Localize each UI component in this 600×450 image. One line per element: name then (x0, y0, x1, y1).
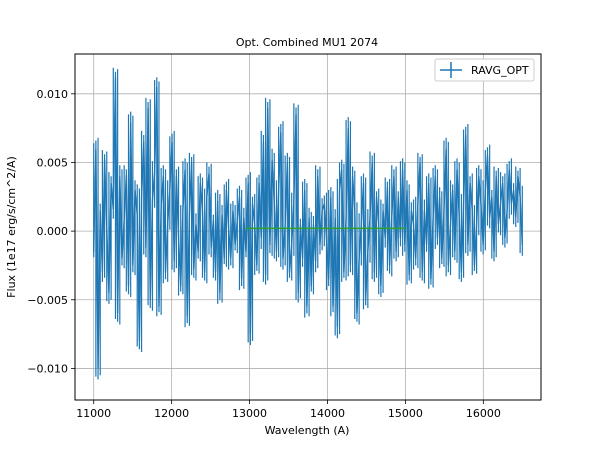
legend: RAVG_OPT (434, 58, 535, 82)
y-axis-label: Flux (1e17 erg/s/cm^2/A) (5, 156, 18, 298)
x-tick-label: 16000 (466, 407, 501, 420)
plot-area (93, 67, 523, 380)
x-tick-label: 12000 (154, 407, 189, 420)
legend-box (434, 58, 535, 82)
x-axis-ticks: 11000 12000 13000 14000 15000 16000 (76, 400, 501, 420)
y-tick-label: 0.000 (37, 225, 69, 238)
y-tick-label: −0.010 (27, 362, 68, 375)
y-tick-label: 0.010 (37, 88, 69, 101)
axes-frame (74, 53, 542, 401)
x-tick-label: 11000 (76, 407, 111, 420)
x-tick-label: 15000 (388, 407, 423, 420)
y-axis-ticks: −0.010 −0.005 0.000 0.005 0.010 (27, 88, 75, 375)
legend-label-ravg-opt: RAVG_OPT (471, 64, 529, 77)
y-tick-label: −0.005 (27, 294, 68, 307)
x-axis-label: Wavelength (A) (265, 424, 350, 437)
series-ravg-opt-line (93, 77, 523, 369)
chart-title: Opt. Combined MU1 2074 (236, 36, 378, 49)
y-tick-label: 0.005 (37, 156, 69, 169)
x-tick-label: 13000 (232, 407, 267, 420)
x-tick-label: 14000 (310, 407, 345, 420)
